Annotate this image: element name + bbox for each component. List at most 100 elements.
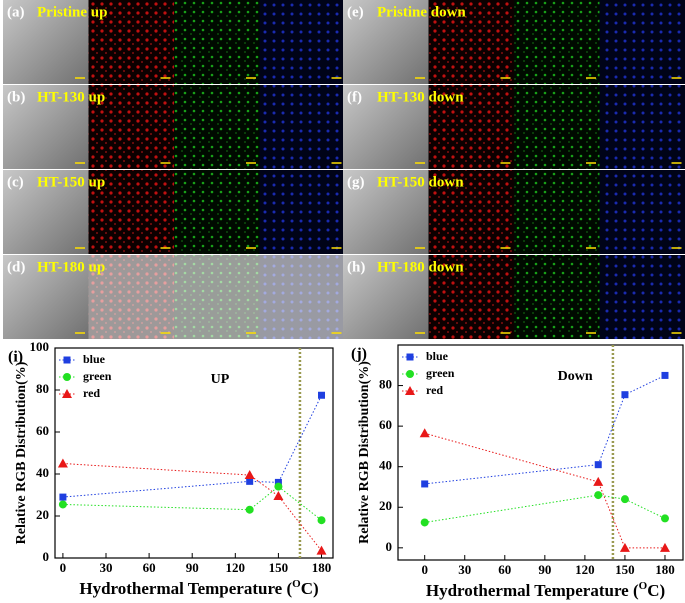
legend-marker: [406, 370, 414, 378]
marker: [318, 391, 326, 399]
micrograph-tile: [259, 255, 345, 339]
micrograph-tile: [3, 0, 89, 84]
x-tick-label: 90: [186, 560, 199, 575]
y-tick-label: 80: [379, 377, 392, 392]
legend-label: blue: [426, 349, 449, 363]
x-axis-label: Hydrothermal Temperature (OC): [79, 578, 318, 598]
panel-label: (a): [7, 4, 25, 20]
x-tick-label: 0: [60, 560, 67, 575]
y-tick-label: 60: [379, 417, 392, 432]
micrograph-tile: [428, 255, 514, 339]
series-line: [62, 395, 322, 498]
y-tick-label: 80: [36, 381, 49, 396]
micrograph-tile: [428, 170, 514, 254]
marker: [419, 428, 430, 438]
y-tick-label: 60: [36, 423, 49, 438]
micrographs: (a) Pristine up (b) HT-130 up (c) HT-150 up (d…: [3, 0, 685, 339]
x-axis-label-part: C): [301, 579, 319, 598]
micrograph-tile: [343, 255, 429, 339]
panel-label: (g): [347, 174, 365, 190]
chart: 0 30 60 90 120 150 180 0 20 40 60 80 100 blue green red…: [8, 339, 334, 598]
legend-marker: [406, 353, 414, 361]
micrograph-tile: [88, 0, 174, 84]
chart: 0 30 60 90 120 150 180 0 20 40 60 80 blue green red Dow…: [351, 344, 684, 600]
micrograph-tile: [174, 0, 260, 84]
x-axis-label: Hydrothermal Temperature (OC): [426, 580, 665, 600]
marker: [274, 482, 283, 491]
micrograph-tile: [88, 170, 174, 254]
x-axis-label-part: Hydrothermal Temperature (: [426, 581, 639, 600]
marker: [619, 542, 630, 552]
x-tick-label: 180: [655, 562, 675, 577]
series-line: [62, 463, 322, 551]
x-axis-label-part: C): [647, 581, 665, 600]
x-tick-label: 150: [269, 560, 289, 575]
legend-marker: [405, 386, 415, 395]
series-line: [424, 374, 666, 485]
micrograph-tile: [3, 255, 89, 339]
marker: [58, 500, 67, 509]
y-tick-label: 100: [30, 339, 50, 354]
micrograph-tile: [174, 255, 260, 339]
y-axis-label: Relative RGB Distribution(%): [14, 361, 29, 544]
micrograph-tile: [599, 255, 685, 339]
marker: [620, 495, 629, 504]
plot-frame: [54, 347, 334, 559]
x-axis-label-part: O: [639, 580, 648, 592]
micrograph-tile: [343, 170, 429, 254]
micrograph-tile: [174, 85, 260, 169]
marker: [316, 545, 327, 555]
legend-label: red: [426, 383, 443, 397]
y-tick-label: 20: [379, 498, 392, 513]
micrograph-tile: [514, 85, 600, 169]
plot-frame: [397, 344, 684, 561]
charts: 0 30 60 90 120 150 180 0 20 40 60 80 100 blue green red…: [8, 339, 684, 600]
legend-marker: [62, 389, 72, 398]
marker: [57, 458, 68, 468]
marker: [594, 491, 603, 500]
marker: [421, 480, 429, 488]
panel-title: HT-130 up: [37, 89, 105, 105]
legend-label: red: [83, 386, 100, 400]
marker: [660, 514, 669, 523]
panel-title: HT-180 up: [37, 259, 105, 275]
panel-label: (d): [7, 259, 25, 275]
y-tick-label: 40: [379, 458, 392, 473]
panel-title: HT-180 down: [377, 259, 464, 275]
x-tick-label: 120: [226, 560, 246, 575]
series-line: [424, 432, 665, 549]
panel-title: Pristine up: [37, 4, 107, 20]
marker: [593, 476, 604, 486]
panel-title: HT-130 down: [377, 89, 464, 105]
micrograph-tile: [343, 0, 429, 84]
micrograph-tile: [259, 0, 345, 84]
marker: [594, 461, 602, 469]
x-axis-label-part: Hydrothermal Temperature (: [79, 579, 292, 598]
micrograph-tile: [343, 85, 429, 169]
panel-title: HT-150 up: [37, 174, 105, 190]
micrograph-tile: [3, 85, 89, 169]
marker: [420, 518, 429, 527]
marker: [246, 477, 254, 485]
x-tick-label: 90: [538, 562, 551, 577]
marker: [59, 493, 67, 501]
x-tick-label: 150: [615, 562, 635, 577]
marker: [274, 478, 282, 486]
panel-title: Pristine down: [377, 4, 466, 20]
x-tick-label: 60: [143, 560, 156, 575]
micrograph-tile: [88, 255, 174, 339]
marker: [621, 391, 629, 399]
y-tick-label: 0: [386, 539, 393, 554]
panel-title: HT-150 down: [377, 174, 464, 190]
micrograph-tile: [3, 170, 89, 254]
micrograph-tile: [599, 0, 685, 84]
micrograph-tile: [599, 85, 685, 169]
legend-label: green: [426, 366, 455, 380]
legend-label: green: [83, 369, 112, 383]
panel-label: (i): [8, 349, 23, 366]
micrograph-tile: [514, 255, 600, 339]
x-tick-label: 30: [458, 562, 471, 577]
panel-label: (j): [351, 346, 367, 363]
y-tick-label: 0: [43, 549, 50, 564]
